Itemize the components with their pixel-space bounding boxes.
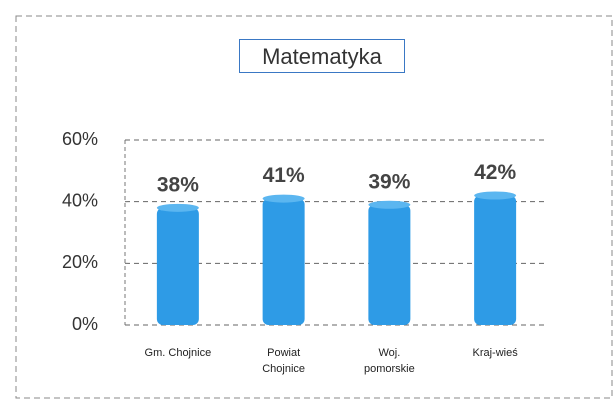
y-tick-label: 0% xyxy=(72,314,98,334)
value-label: 42% xyxy=(474,161,516,184)
value-label: 41% xyxy=(263,164,305,187)
bar-cap xyxy=(368,200,411,209)
chart-frame xyxy=(15,15,613,399)
y-tick-label: 60% xyxy=(62,129,98,149)
bar-cap xyxy=(262,194,305,203)
x-tick-label: Gm. Chojnice xyxy=(144,347,212,359)
x-tick-label: Woj. pomorskie xyxy=(364,347,415,375)
value-label: 39% xyxy=(368,170,410,193)
bar xyxy=(262,198,305,325)
bar-cap xyxy=(474,191,517,200)
chart-title: Matematyka xyxy=(239,39,405,73)
y-tick-label: 40% xyxy=(62,190,98,210)
x-tick-label: Powiat Chojnice xyxy=(262,347,306,375)
bar xyxy=(474,195,517,325)
y-tick-label: 20% xyxy=(62,252,98,272)
bar xyxy=(156,207,199,325)
x-tick-label: Kraj-wieś xyxy=(472,347,518,359)
value-label: 38% xyxy=(157,173,199,196)
bar xyxy=(368,204,411,325)
bar-cap xyxy=(156,203,199,212)
